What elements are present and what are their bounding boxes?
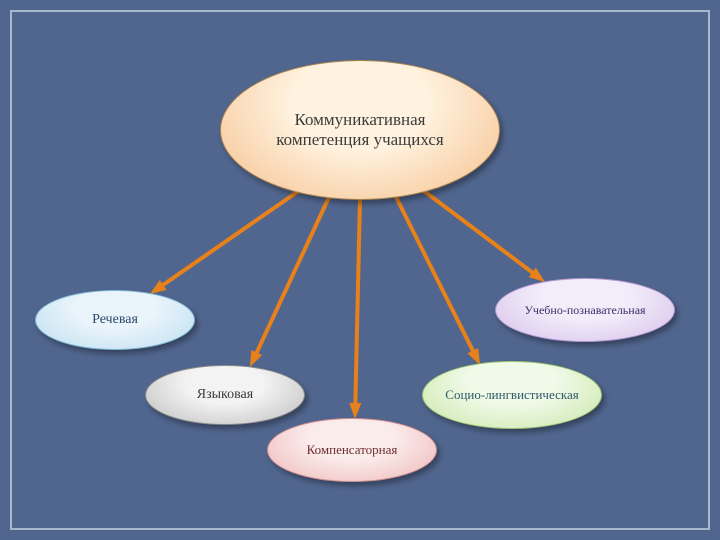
child-node-sociolinguistic-label: Социо-лингвистическая — [445, 387, 578, 403]
central-node: Коммуникативная компетенция учащихся — [220, 60, 500, 200]
child-node-sociolinguistic: Социо-лингвистическая — [422, 361, 602, 429]
child-node-speech-label: Речевая — [92, 312, 138, 329]
child-node-language-label: Языковая — [197, 387, 253, 404]
child-node-educational-label: Учебно-познавательная — [524, 303, 645, 317]
child-node-compensatory: Компенсаторная — [267, 418, 437, 482]
child-node-language: Языковая — [145, 365, 305, 425]
central-node-label: Коммуникативная компетенция учащихся — [276, 110, 443, 151]
child-node-speech: Речевая — [35, 290, 195, 350]
child-node-compensatory-label: Компенсаторная — [307, 442, 398, 458]
child-node-educational: Учебно-познавательная — [495, 278, 675, 342]
